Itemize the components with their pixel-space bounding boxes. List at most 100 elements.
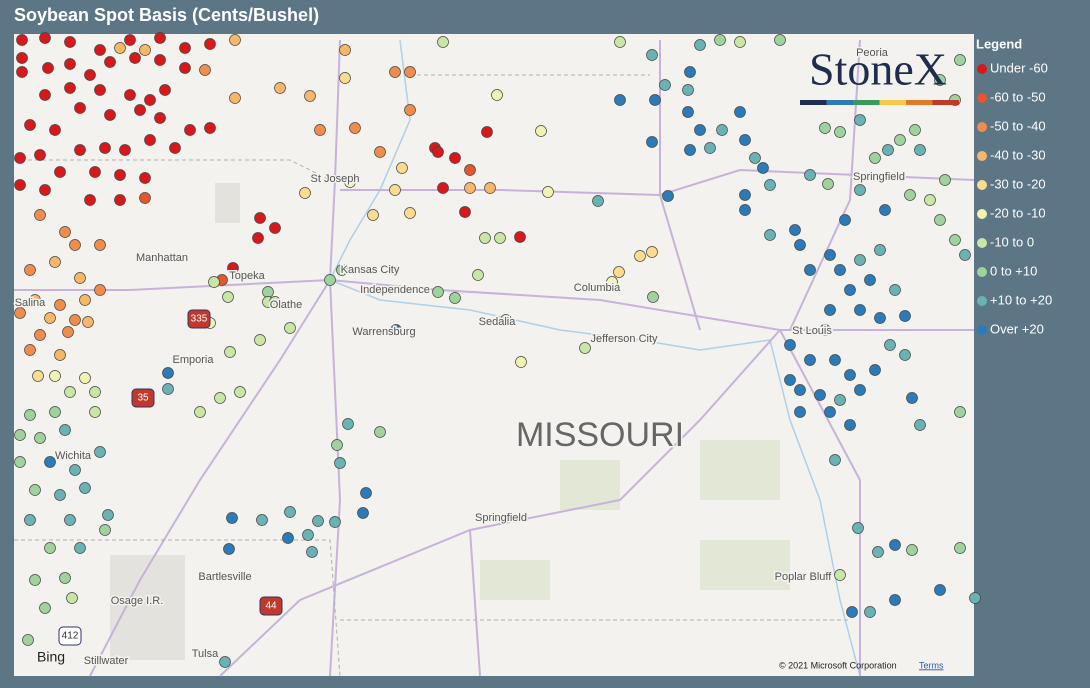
location-dot: [784, 339, 796, 351]
location-dot: [814, 389, 826, 401]
location-dot: [339, 72, 351, 84]
location-dot: [14, 152, 26, 164]
location-dot: [804, 264, 816, 276]
location-dot: [59, 424, 71, 436]
highway-shield: [187, 309, 211, 329]
location-dot: [329, 516, 341, 528]
location-dot: [304, 90, 316, 102]
legend-swatch: [977, 64, 987, 74]
location-dot: [360, 487, 372, 499]
location-dot: [864, 606, 876, 618]
place-label: Springfield: [475, 512, 527, 524]
location-dot: [229, 92, 241, 104]
terms-link[interactable]: Terms: [919, 660, 944, 670]
logo-bar: [879, 100, 906, 105]
location-dot: [432, 286, 444, 298]
location-dot: [229, 34, 241, 46]
location-dot: [906, 544, 918, 556]
location-dot: [184, 124, 196, 136]
location-dot: [94, 284, 106, 296]
location-dot: [254, 334, 266, 346]
location-dot: [739, 134, 751, 146]
location-dot: [89, 386, 101, 398]
legend-label: Over +20: [990, 321, 1044, 336]
place-label: Olathe: [270, 299, 302, 311]
location-dot: [102, 509, 114, 521]
place-label: Bartlesville: [198, 571, 251, 583]
location-dot: [44, 456, 56, 468]
location-dot: [74, 102, 86, 114]
location-dot: [899, 310, 911, 322]
location-dot: [306, 546, 318, 558]
location-dot: [64, 36, 76, 48]
location-dot: [464, 182, 476, 194]
location-dot: [514, 231, 526, 243]
location-dot: [647, 291, 659, 303]
location-dot: [852, 522, 864, 534]
location-dot: [344, 176, 356, 188]
location-dot: [854, 114, 866, 126]
location-dot: [874, 244, 886, 256]
location-dot: [79, 294, 91, 306]
place-label: Kansas City: [341, 264, 400, 276]
location-dot: [204, 38, 216, 50]
location-dot: [844, 369, 856, 381]
location-dot: [302, 529, 314, 541]
location-dot: [954, 542, 966, 554]
location-dot: [734, 36, 746, 48]
highway-shield: [58, 626, 82, 646]
location-dot: [390, 324, 402, 336]
location-dot: [124, 89, 136, 101]
legend-label: -20 to -10: [990, 205, 1046, 220]
place-label: Independence: [360, 284, 430, 296]
location-dot: [179, 62, 191, 74]
location-dot: [222, 291, 234, 303]
logo-bar: [906, 100, 933, 105]
legend-label: Under -60: [990, 60, 1048, 75]
location-dot: [54, 489, 66, 501]
location-dot: [794, 406, 806, 418]
location-dot: [29, 484, 41, 496]
location-dot: [74, 542, 86, 554]
location-dot: [79, 372, 91, 384]
location-dot: [357, 507, 369, 519]
place-label: Poplar Bluff: [775, 571, 833, 583]
location-dot: [889, 284, 901, 296]
location-dot: [819, 324, 831, 336]
location-dot: [784, 374, 796, 386]
location-dot: [606, 276, 618, 288]
location-dot: [39, 184, 51, 196]
location-dot: [74, 272, 86, 284]
location-dot: [104, 109, 116, 121]
location-dot: [74, 144, 86, 156]
location-dot: [66, 592, 78, 604]
location-dot: [24, 409, 36, 421]
location-dot: [804, 354, 816, 366]
location-dot: [16, 52, 28, 64]
location-dot: [882, 144, 894, 156]
location-dot: [227, 262, 239, 274]
location-dot: [716, 124, 728, 136]
location-dot: [144, 94, 156, 106]
location-dot: [139, 192, 151, 204]
location-dot: [79, 482, 91, 494]
place-label: Stillwater: [84, 655, 129, 667]
location-dot: [54, 166, 66, 178]
legend-swatch: [977, 267, 987, 277]
location-dot: [613, 266, 625, 278]
location-dot: [39, 32, 51, 44]
location-dot: [389, 66, 401, 78]
location-dot: [44, 312, 56, 324]
location-dot: [64, 58, 76, 70]
location-dot: [284, 322, 296, 334]
copyright: © 2021 Microsoft Corporation: [779, 660, 897, 670]
location-dot: [104, 56, 116, 68]
location-dot: [312, 515, 324, 527]
location-dot: [614, 94, 626, 106]
location-dot: [89, 166, 101, 178]
location-dot: [336, 264, 348, 276]
location-dot: [94, 44, 106, 56]
location-dot: [334, 457, 346, 469]
location-dot: [269, 222, 281, 234]
